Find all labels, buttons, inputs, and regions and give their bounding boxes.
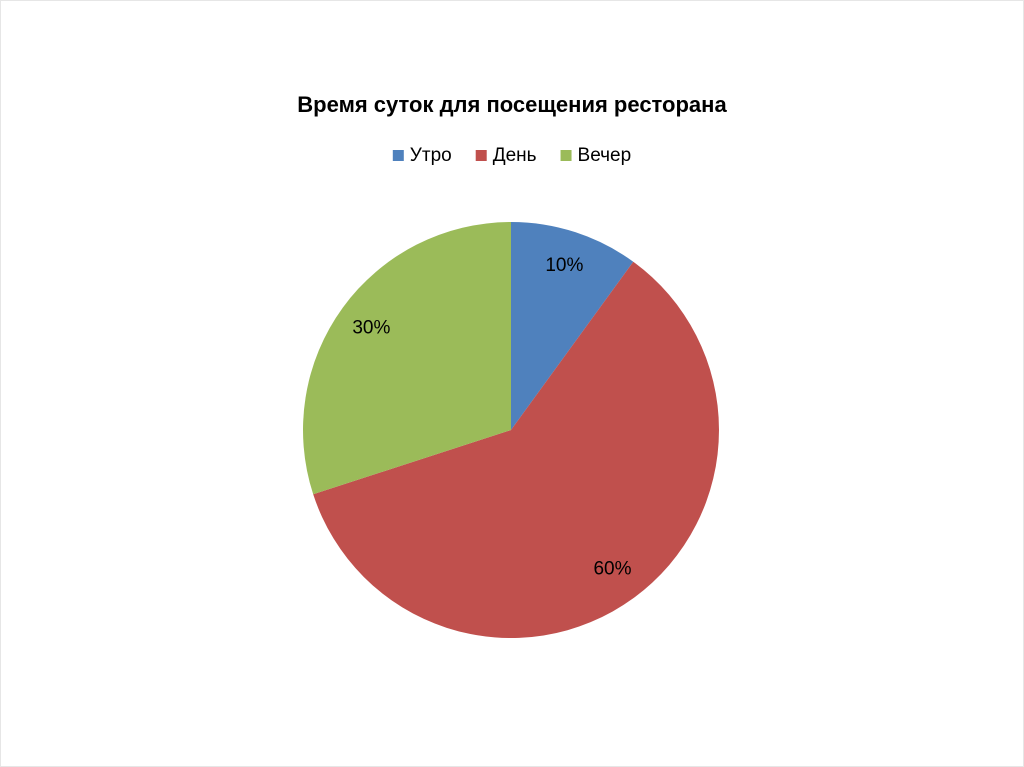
chart-title: Время суток для посещения ресторана: [297, 92, 727, 117]
legend-swatch: [475, 150, 487, 161]
legend-label: День: [493, 145, 537, 166]
value-label: 10%: [545, 255, 583, 276]
legend-label: Вечер: [578, 145, 632, 166]
pie-slice: [313, 261, 719, 638]
pie-slice: [302, 222, 511, 495]
legend-swatch: [560, 150, 572, 161]
legend: Утро День Вечер: [392, 145, 632, 166]
pie-slice: [511, 222, 634, 430]
value-label: 30%: [352, 318, 390, 339]
value-label: 60%: [593, 559, 631, 580]
pie: 10% 60% 30%: [302, 222, 719, 638]
legend-swatch: [392, 150, 404, 161]
legend-label: Утро: [410, 145, 452, 166]
